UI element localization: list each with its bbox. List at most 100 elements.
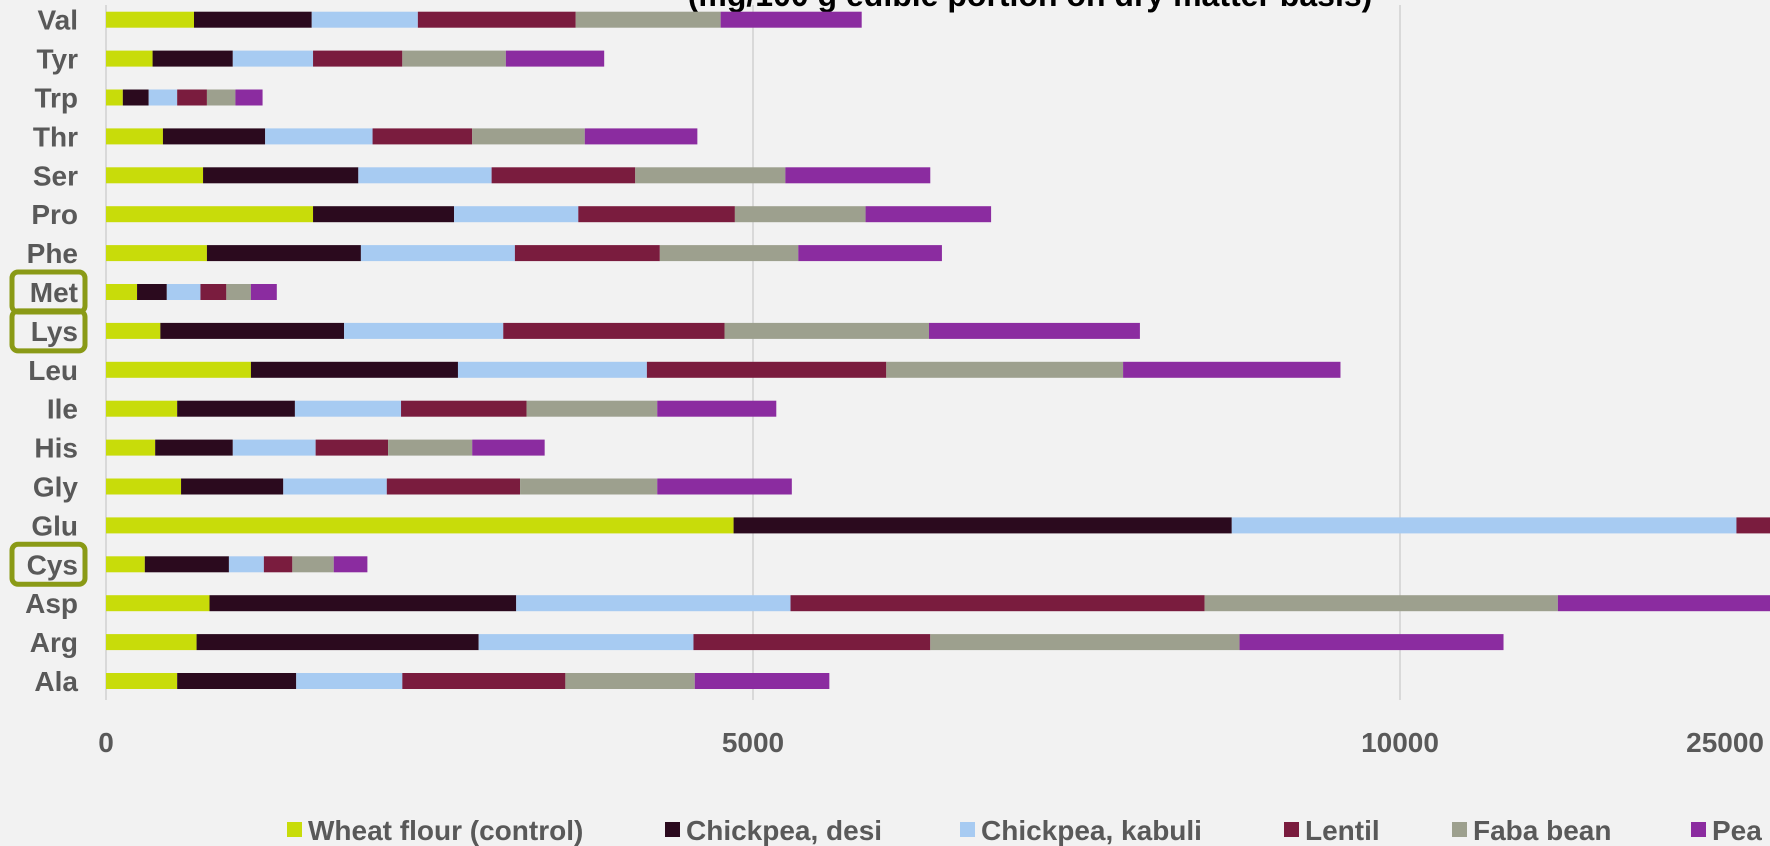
- bar-pro-chickpea-kabuli: [454, 206, 579, 223]
- bar-val-pea: [720, 11, 862, 28]
- bar-val-lentil: [417, 11, 576, 28]
- bar-asp-wheat-flour-control: [106, 595, 210, 612]
- bar-tyr-lentil: [313, 50, 403, 67]
- bar-asp-lentil: [790, 595, 1205, 612]
- bar-ser-lentil: [491, 167, 636, 184]
- bar-ile-chickpea-desi: [177, 400, 295, 417]
- bar-asp-chickpea-kabuli: [516, 595, 791, 612]
- bar-thr-pea: [584, 128, 698, 145]
- bar-cys-wheat-flour-control: [106, 556, 145, 573]
- category-label-asp: Asp: [25, 588, 78, 619]
- bar-leu-faba-bean: [886, 361, 1124, 378]
- bar-asp-pea: [1557, 595, 1770, 612]
- bar-gly-pea: [657, 478, 792, 495]
- legend-item-lentil: Lentil: [1284, 815, 1380, 846]
- highlight-box-met: [9, 269, 88, 315]
- bar-glu-lentil: [1736, 517, 1770, 534]
- category-label-cys: Cys: [27, 549, 78, 580]
- bar-tyr-pea: [505, 50, 605, 67]
- category-label-gly: Gly: [33, 472, 79, 503]
- bar-cys-pea: [333, 556, 368, 573]
- legend-label-chickpea-desi: Chickpea, desi: [686, 815, 882, 846]
- bar-his-pea: [472, 439, 545, 456]
- bar-met-lentil: [200, 284, 227, 300]
- bar-thr-faba-bean: [472, 128, 585, 145]
- bar-tyr-chickpea-kabuli: [232, 50, 314, 67]
- legend-swatch-wheat-flour-control: [287, 822, 302, 837]
- bar-gly-wheat-flour-control: [106, 478, 182, 495]
- x-tick-label-25000: 25000: [1686, 727, 1764, 758]
- bar-trp-wheat-flour-control: [106, 89, 123, 106]
- x-tick-label-5000: 5000: [722, 727, 784, 758]
- bar-thr-wheat-flour-control: [106, 128, 163, 145]
- bar-arg-pea: [1239, 634, 1504, 651]
- bar-phe-pea: [798, 245, 942, 262]
- category-label-ile: Ile: [47, 394, 78, 425]
- bar-lys-chickpea-desi: [160, 322, 345, 339]
- bar-arg-lentil: [693, 634, 931, 651]
- legend: Wheat flour (control) Chickpea, desi Chick…: [287, 815, 1762, 846]
- bar-ile-pea: [657, 400, 777, 417]
- bar-val-wheat-flour-control: [106, 11, 194, 28]
- category-label-leu: Leu: [28, 355, 78, 386]
- category-label-pro: Pro: [31, 199, 78, 230]
- legend-item-wheat-flour-control: Wheat flour (control): [287, 815, 583, 846]
- category-label-val: Val: [38, 5, 78, 36]
- bar-val-chickpea-kabuli: [311, 11, 418, 28]
- bar-phe-wheat-flour-control: [106, 245, 207, 262]
- highlight-box-cys: [9, 541, 88, 587]
- legend-label-lentil: Lentil: [1305, 815, 1380, 846]
- category-label-glu: Glu: [31, 510, 78, 541]
- bar-met-chickpea-desi: [137, 284, 167, 300]
- x-tick-label-0: 0: [98, 727, 114, 758]
- bar-arg-wheat-flour-control: [106, 634, 197, 651]
- bar-ile-faba-bean: [526, 400, 658, 417]
- bar-ile-wheat-flour-control: [106, 400, 178, 417]
- legend-swatch-chickpea-desi: [665, 822, 680, 837]
- bar-lys-pea: [928, 322, 1140, 339]
- bar-gly-faba-bean: [520, 478, 658, 495]
- bar-leu-wheat-flour-control: [106, 361, 251, 378]
- bar-cys-lentil: [263, 556, 293, 573]
- bar-gly-lentil: [386, 478, 521, 495]
- bar-pro-faba-bean: [734, 206, 866, 223]
- bar-lys-faba-bean: [724, 322, 929, 339]
- bar-met-faba-bean: [226, 284, 251, 300]
- bar-pro-chickpea-desi: [313, 206, 455, 223]
- bar-trp-lentil: [177, 89, 207, 106]
- bar-glu-chickpea-kabuli: [1231, 517, 1737, 534]
- legend-item-pea: Pea: [1691, 815, 1762, 846]
- bar-met-wheat-flour-control: [106, 284, 138, 300]
- bar-trp-faba-bean: [206, 89, 236, 106]
- bar-val-faba-bean: [575, 11, 721, 28]
- legend-label-wheat-flour-control: Wheat flour (control): [308, 815, 583, 846]
- bar-his-chickpea-desi: [155, 439, 233, 456]
- legend-label-pea: Pea: [1712, 815, 1762, 846]
- legend-swatch-lentil: [1284, 822, 1299, 837]
- bar-asp-faba-bean: [1204, 595, 1558, 612]
- legend-swatch-pea: [1691, 822, 1706, 837]
- category-labels: Ala Arg Asp Cys Glu Gly His Ile Leu Lys Met Phe Pro S…: [25, 5, 78, 697]
- bar-phe-faba-bean: [659, 245, 799, 262]
- bar-arg-chickpea-kabuli: [478, 634, 694, 651]
- x-tick-labels: 0500010000150002000025000: [98, 727, 1764, 758]
- bar-phe-lentil: [514, 245, 660, 262]
- bar-his-wheat-flour-control: [106, 439, 156, 456]
- bar-lys-lentil: [503, 322, 725, 339]
- bar-leu-chickpea-desi: [250, 361, 458, 378]
- category-label-his: His: [34, 433, 78, 464]
- bar-pro-pea: [865, 206, 992, 223]
- bar-phe-chickpea-kabuli: [360, 245, 515, 262]
- bar-ala-lentil: [402, 673, 566, 689]
- grid-layer: [105, 5, 1401, 700]
- category-label-ser: Ser: [33, 160, 78, 191]
- bar-lys-wheat-flour-control: [106, 322, 161, 339]
- bar-ala-chickpea-desi: [177, 673, 297, 689]
- bar-glu-wheat-flour-control: [106, 517, 734, 534]
- bar-cys-chickpea-desi: [144, 556, 229, 573]
- bar-arg-chickpea-desi: [196, 634, 479, 651]
- category-label-phe: Phe: [27, 238, 78, 269]
- legend-label-faba-bean: Faba bean: [1473, 815, 1611, 846]
